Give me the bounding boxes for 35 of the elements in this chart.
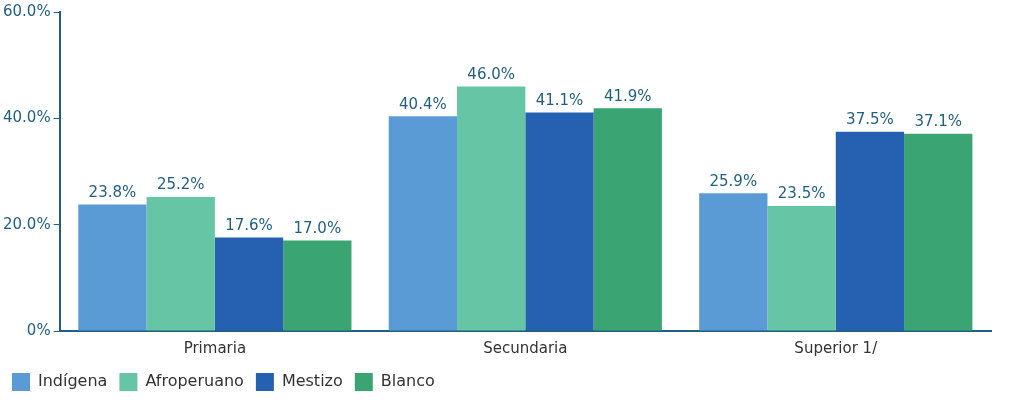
- data-label: 37.1%: [914, 112, 963, 131]
- bar: [593, 108, 662, 331]
- bar: [388, 116, 458, 331]
- bar: [214, 237, 284, 331]
- y-tick-label: 0%: [26, 320, 51, 339]
- bar: [525, 112, 594, 331]
- y-tick-label: 20.0%: [3, 214, 51, 233]
- data-label: 17.6%: [225, 215, 273, 234]
- legend-label: Indígena: [38, 371, 108, 391]
- data-label: 23.5%: [777, 184, 826, 203]
- data-label: 25.9%: [709, 171, 758, 190]
- legend-label: Blanco: [380, 371, 435, 391]
- bar: [457, 86, 526, 331]
- legend-label: Afroperuano: [145, 371, 244, 391]
- x-tick-label: Secundaria: [483, 338, 568, 357]
- x-tick-label: Primaria: [183, 338, 247, 357]
- data-label: 41.9%: [603, 86, 652, 105]
- y-tick-label: 60.0%: [3, 1, 51, 20]
- bar: [78, 204, 147, 331]
- y-tick-label: 40.0%: [3, 108, 51, 127]
- data-label: 40.4%: [399, 94, 447, 113]
- data-label: 41.1%: [535, 90, 584, 109]
- x-tick-label: Superior 1/: [794, 338, 879, 357]
- bar: [904, 133, 973, 331]
- bar: [146, 197, 215, 331]
- data-label: 17.0%: [293, 219, 342, 238]
- bar: [835, 131, 905, 331]
- data-label: 23.8%: [88, 182, 137, 201]
- data-label: 46.0%: [467, 64, 515, 83]
- bar: [283, 240, 352, 331]
- data-label: 37.5%: [846, 110, 894, 129]
- bar: [699, 193, 768, 331]
- legend-label: Mestizo: [281, 371, 343, 391]
- bar: [767, 206, 836, 331]
- data-label: 25.2%: [156, 175, 205, 194]
